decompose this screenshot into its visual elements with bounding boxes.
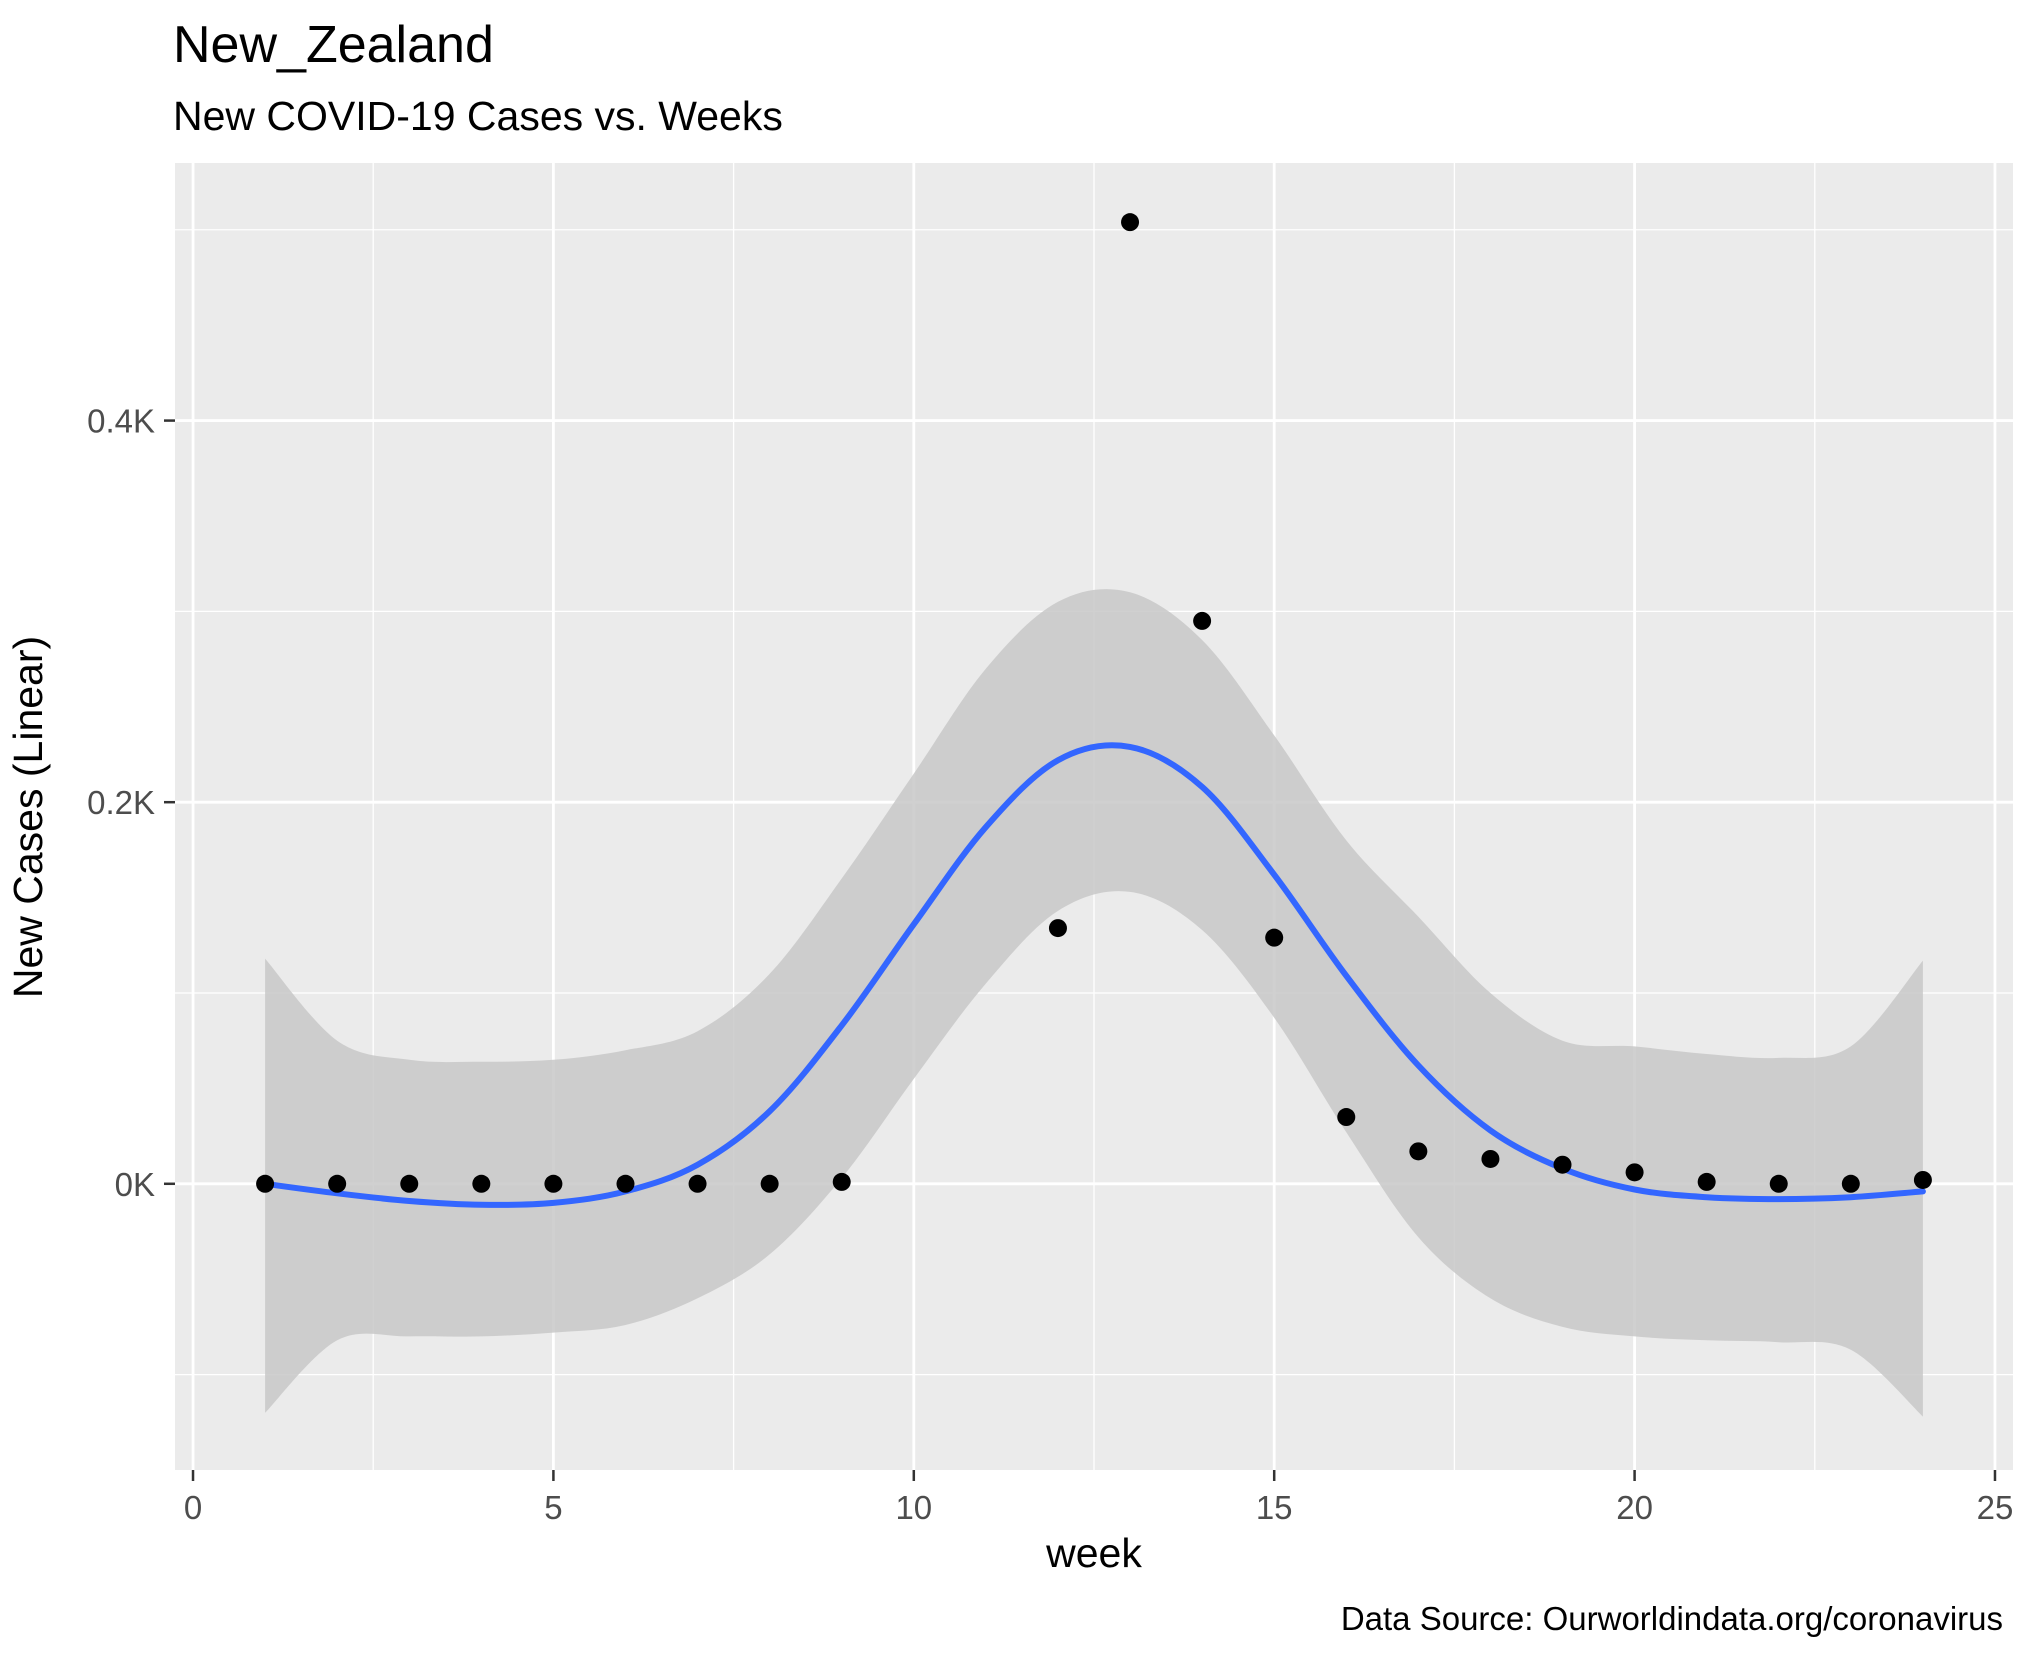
y-axis: 0K 0.2K 0.4K	[87, 403, 175, 1203]
data-point	[1265, 928, 1284, 947]
data-point	[1553, 1155, 1572, 1174]
x-tick-label: 15	[1256, 1489, 1293, 1526]
confidence-band	[265, 589, 1923, 1417]
y-tick-label: 0K	[115, 1166, 155, 1203]
chart-subtitle: New COVID-19 Cases vs. Weeks	[173, 93, 783, 139]
x-tick-label: 5	[544, 1489, 562, 1526]
data-point	[328, 1174, 347, 1193]
x-tick-label: 25	[1977, 1489, 2014, 1526]
x-axis-title: week	[1045, 1530, 1142, 1576]
data-point	[832, 1172, 851, 1191]
data-point	[1337, 1108, 1356, 1127]
smooth-trend-line	[262, 742, 1926, 1208]
data-point	[1697, 1172, 1716, 1191]
data-point	[1625, 1163, 1644, 1182]
x-tick-label: 10	[895, 1489, 932, 1526]
data-point	[256, 1174, 275, 1193]
data-point	[400, 1174, 419, 1193]
data-point	[544, 1174, 563, 1193]
x-axis: 0 5 10 15 20 25	[184, 1470, 2013, 1526]
data-point	[1769, 1174, 1788, 1193]
data-point	[472, 1174, 491, 1193]
x-tick-label: 0	[184, 1489, 202, 1526]
data-source-caption: Data Source: Ourworldindata.org/coronavi…	[1341, 1600, 2003, 1637]
data-points	[256, 213, 1932, 1193]
y-tick-label: 0.4K	[87, 403, 155, 440]
x-tick-label: 20	[1616, 1489, 1653, 1526]
data-point	[1481, 1149, 1500, 1168]
data-point	[616, 1174, 635, 1193]
data-point	[1409, 1142, 1428, 1161]
data-point	[1841, 1174, 1860, 1193]
data-point	[688, 1174, 707, 1193]
data-point	[760, 1174, 779, 1193]
data-point	[1913, 1170, 1932, 1189]
chart-title: New_Zealand	[173, 16, 494, 74]
data-point	[1121, 213, 1140, 232]
y-axis-title: New Cases (Linear)	[5, 636, 51, 998]
data-point	[1193, 611, 1212, 630]
y-tick-label: 0.2K	[87, 784, 155, 821]
data-point	[1048, 919, 1067, 938]
